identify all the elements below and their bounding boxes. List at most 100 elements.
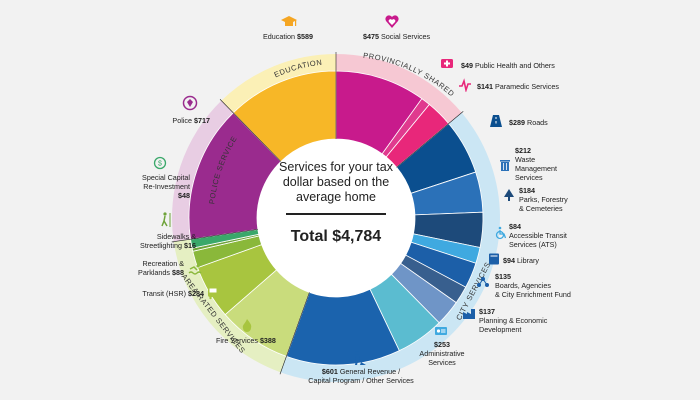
factory-icon [463,309,475,319]
amount-waste: $212 [515,146,531,155]
group-dividers [171,52,464,375]
amount-general: $601 [321,367,338,376]
label-planning: $137 Planning & Economic Development [479,307,547,334]
label-police: Police $717 [150,116,210,125]
group-band-education [221,54,336,113]
amount-special: $48 [178,191,190,200]
name-public-health: Public Health and Others [475,61,555,70]
amount-recreation: $88 [172,268,184,277]
heart-hands-icon [385,15,399,28]
label-general: $601 General Revenue / Capital Program /… [296,367,426,385]
name-social: Social Services [381,32,431,41]
slice-ring [188,70,484,366]
police-badge-icon [182,95,198,111]
name-sidewalks-1: Sidewalks & [156,232,196,241]
pedestrian-icon [161,212,171,227]
road-icon [490,115,502,127]
center-title-line2: dollar based on the [282,175,390,189]
recycle-coin-icon: $ [153,156,167,170]
center-title-line1: Services for your tax [279,160,393,174]
label-sidewalks: Sidewalks & Streetlighting $16 [120,232,196,250]
amount-boards: $135 [495,272,511,281]
name-roads: Roads [527,118,548,127]
name-fire: Fire Services [216,336,258,345]
group-band-provincially [336,54,462,124]
divider-city [393,111,464,171]
name-sidewalks-2: Streetlighting [140,241,182,250]
name-admin-1: Administrative [419,349,465,358]
label-education: Education $589 [263,32,313,41]
network-icon [477,277,489,287]
name-boards-1: Boards, Agencies [495,281,551,290]
amount-paramedic: $141 [477,82,493,91]
wheelchair-icon [495,226,507,240]
label-public-health: $49 Public Health and Others [461,61,555,70]
name-library: Library [517,256,539,265]
amount-planning: $137 [479,307,495,316]
flame-icon [242,319,252,332]
trash-bin-icon [500,160,510,171]
name-general-2: Capital Program / Other Services [308,376,414,385]
label-transit: Transit (HSR) $284 [118,289,204,298]
name-parks-2: & Cemeteries [519,204,563,213]
name-recreation-1: Recreation & [142,259,184,268]
amount-public-health: $49 [461,61,473,70]
label-waste: $212 Waste Management Services [515,146,557,182]
bus-icon [208,287,218,300]
amount-sidewalks: $16 [184,241,196,250]
group-band-area [173,239,287,373]
name-waste-3: Services [515,173,543,182]
amount-fire: $388 [259,336,276,345]
svg-text:$: $ [158,161,162,168]
label-parks: $184 Parks, Forestry & Cemeteries [519,186,568,213]
heartbeat-icon [459,78,471,92]
name-waste-2: Management [515,164,557,173]
swimmer-icon [188,264,202,275]
center-disc [257,139,415,297]
name-planning-1: Planning & Economic [479,316,548,325]
name-parks-1: Parks, Forestry [519,195,568,204]
group-band-city [280,112,500,382]
label-recreation: Recreation & Parklands $88 [110,259,184,277]
name-boards-2: & City Enrichment Fund [495,290,571,299]
center-total: Total $4,784 [290,228,382,245]
label-fire: Fire Services $388 [216,336,276,345]
amount-social: $475 [363,32,379,41]
construction-worker-icon [355,351,366,365]
name-ats-2: Services (ATS) [509,240,557,249]
label-roads: $289 Roads [509,118,548,127]
center-title-line3: average home [296,190,376,204]
amount-admin: $253 [434,340,450,349]
name-paramedic: Paramedic Services [495,82,559,91]
amount-police: $717 [194,116,210,125]
label-special: Special Capital Re-Investment $48 [120,173,190,200]
name-planning-2: Development [479,325,522,334]
amount-roads: $289 [509,118,525,127]
label-boards: $135 Boards, Agencies & City Enrichment … [495,272,571,299]
name-general-1: General Revenue / [339,367,401,376]
group-band-police [171,100,234,242]
label-library: $94 Library [503,256,539,265]
divider-education [219,99,284,165]
book-icon [489,253,499,265]
name-admin-2: Services [428,358,456,367]
center-divider [286,213,386,215]
name-special-2: Re-Investment [143,182,190,191]
name-recreation-2: Parklands [138,268,170,277]
amount-education: $589 [296,32,313,41]
name-police: Police [172,116,192,125]
label-admin: $253 Administrative Services [412,340,472,367]
divider-police [171,228,262,243]
tree-icon [504,189,514,201]
first-aid-icon [441,59,453,68]
label-paramedic: $141 Paramedic Services [477,82,559,91]
amount-ats: $84 [509,222,521,231]
name-education: Education [263,32,295,41]
name-special-1: Special Capital [142,173,190,182]
name-transit: Transit (HSR) [142,289,186,298]
name-waste-1: Waste [515,155,536,164]
amount-parks: $184 [519,186,535,195]
graduation-cap-icon [281,16,297,26]
name-ats-1: Accessible Transit [509,231,567,240]
